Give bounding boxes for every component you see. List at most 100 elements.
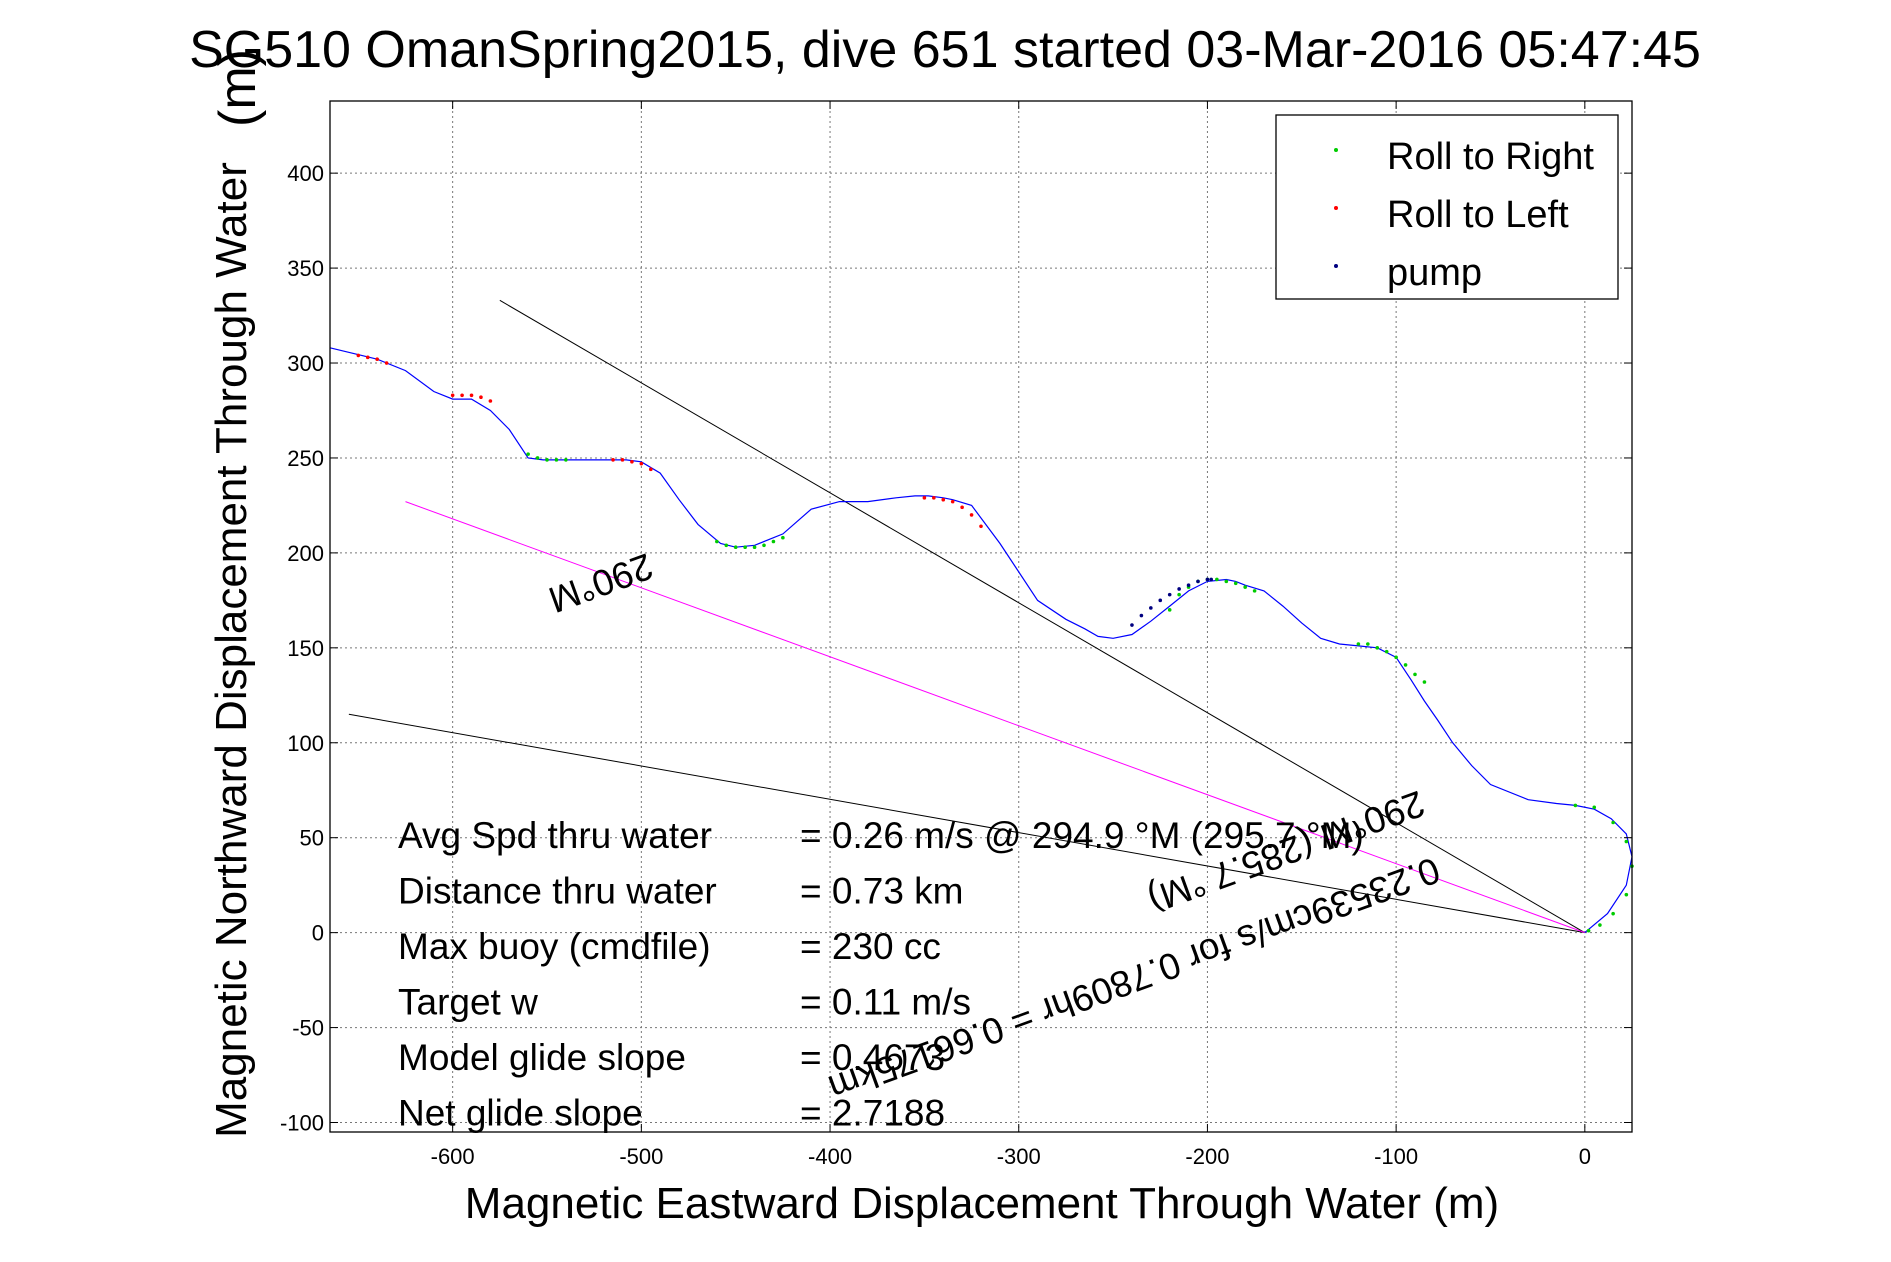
point-roll-to-left xyxy=(648,467,653,472)
y-tick-label: 150 xyxy=(287,636,324,661)
point-roll-to-left xyxy=(932,496,936,500)
legend-label-roll-right: Roll to Right xyxy=(1387,136,1594,178)
point-roll-to-right xyxy=(1243,585,1247,589)
y-tick-label: -100 xyxy=(280,1111,324,1136)
legend-label-roll-left: Roll to Left xyxy=(1387,194,1569,236)
point-roll-to-right xyxy=(1224,579,1229,584)
point-roll-to-right xyxy=(743,545,747,549)
stat-label: Distance thru water xyxy=(398,871,717,912)
point-roll-to-left xyxy=(488,399,493,403)
point-roll-to-left xyxy=(950,499,955,504)
point-roll-to-right xyxy=(1384,649,1389,654)
stat-label: Model glide slope xyxy=(398,1037,686,1078)
point-roll-to-right xyxy=(564,458,568,462)
point-roll-to-right xyxy=(1366,642,1370,646)
x-tick-label: -200 xyxy=(1185,1144,1229,1169)
point-roll-to-right xyxy=(1252,589,1257,593)
point-roll-to-right xyxy=(762,543,766,548)
point-pump xyxy=(1177,587,1181,591)
point-pump xyxy=(1149,606,1153,610)
guide-line-2 xyxy=(405,501,1585,934)
y-axis-label: Magnetic Northward Displacement Through … xyxy=(207,162,256,1138)
y-tick-label: 350 xyxy=(287,256,324,281)
legend-box xyxy=(1275,114,1619,300)
track-line xyxy=(329,347,1633,934)
point-roll-to-right xyxy=(1167,608,1172,612)
point-roll-to-right xyxy=(1598,923,1602,927)
point-roll-to-right xyxy=(1177,592,1181,597)
guide-lines xyxy=(348,299,1586,934)
stat-value: = 2.7188 xyxy=(800,1093,945,1134)
point-roll-to-right xyxy=(1592,805,1597,810)
point-pump xyxy=(1186,583,1191,587)
point-roll-to-left xyxy=(469,393,474,398)
point-roll-to-left xyxy=(365,355,370,360)
point-roll-to-right xyxy=(781,535,785,540)
point-roll-to-right xyxy=(1413,672,1417,677)
axis-ticks: -600 -500 -400 -300 -200 -100 0-100-5005010015… xyxy=(280,101,1632,1169)
point-roll-to-right xyxy=(1215,577,1219,582)
x-tick-label: -100 xyxy=(1374,1144,1418,1169)
point-roll-to-left xyxy=(611,458,615,462)
point-roll-to-right xyxy=(1422,680,1427,684)
stat-value: = 0.26 m/s @ 294.9 °M (295.7 °M) xyxy=(800,815,1364,856)
x-axis-label: Magnetic Eastward Displacement Through W… xyxy=(465,1179,1499,1228)
point-roll-to-right xyxy=(545,458,549,462)
point-roll-to-right xyxy=(724,543,729,548)
point-roll-to-right xyxy=(1394,655,1398,660)
point-roll-to-left xyxy=(384,361,389,365)
point-roll-to-right xyxy=(535,456,540,460)
point-roll-to-left xyxy=(941,497,946,502)
point-roll-to-right xyxy=(1586,928,1591,933)
point-pump xyxy=(1167,592,1172,597)
point-roll-to-right xyxy=(1356,642,1361,646)
y-tick-label: 250 xyxy=(287,446,324,471)
stat-label: Max buoy (cmdfile) xyxy=(398,926,711,967)
point-roll-to-left xyxy=(630,459,634,464)
point-roll-to-left xyxy=(639,461,644,466)
point-roll-to-left xyxy=(922,496,927,500)
point-roll-to-right xyxy=(526,452,530,456)
point-roll-to-right xyxy=(771,539,776,544)
guide-line-1 xyxy=(348,713,1585,934)
point-roll-to-right xyxy=(554,458,559,462)
legend-marker-roll-right xyxy=(1334,148,1338,152)
stat-label: Target w xyxy=(398,982,538,1023)
point-roll-to-right xyxy=(1624,892,1629,897)
point-roll-to-right xyxy=(1573,803,1578,808)
stat-value: = 230 cc xyxy=(800,926,941,967)
legend-label-pump: pump xyxy=(1387,252,1482,294)
point-roll-to-left xyxy=(479,395,483,399)
y-tick-label: 200 xyxy=(287,541,324,566)
point-pump xyxy=(1130,623,1134,627)
point-pump xyxy=(1209,577,1214,582)
point-roll-to-left xyxy=(460,393,464,398)
guide-line-0 xyxy=(499,299,1586,934)
y-tick-label: 100 xyxy=(287,731,324,756)
stats-panel: Avg Spd thru water = 0.26 m/s @ 294.9 °M … xyxy=(398,815,1364,1134)
x-tick-label: 0 xyxy=(1579,1144,1591,1169)
point-roll-to-left xyxy=(960,505,964,510)
y-tick-label: -50 xyxy=(292,1016,324,1041)
x-tick-label: -500 xyxy=(619,1144,663,1169)
point-roll-to-right xyxy=(1375,646,1380,650)
plot-frame xyxy=(329,100,1633,1133)
y-tick-label: 50 xyxy=(300,826,324,851)
point-pump xyxy=(1139,613,1144,618)
point-roll-to-right xyxy=(715,539,719,544)
stat-value: = 0.4673 xyxy=(800,1037,945,1078)
x-tick-label: -300 xyxy=(997,1144,1041,1169)
point-roll-to-right xyxy=(1611,911,1615,916)
x-tick-label: -600 xyxy=(431,1144,475,1169)
point-pump xyxy=(1158,598,1163,603)
legend-marker-roll-left xyxy=(1334,206,1338,210)
stat-label: Avg Spd thru water xyxy=(398,815,712,856)
point-roll-to-right xyxy=(1233,581,1238,586)
legend: Roll to Right Roll to Left pump xyxy=(1275,114,1619,300)
point-pump xyxy=(1205,577,1210,582)
point-roll-to-right xyxy=(1624,839,1629,844)
point-roll-to-left xyxy=(450,393,455,398)
chart-title-overprint: (m) xyxy=(209,49,267,127)
y-tick-label: 400 xyxy=(287,161,324,186)
